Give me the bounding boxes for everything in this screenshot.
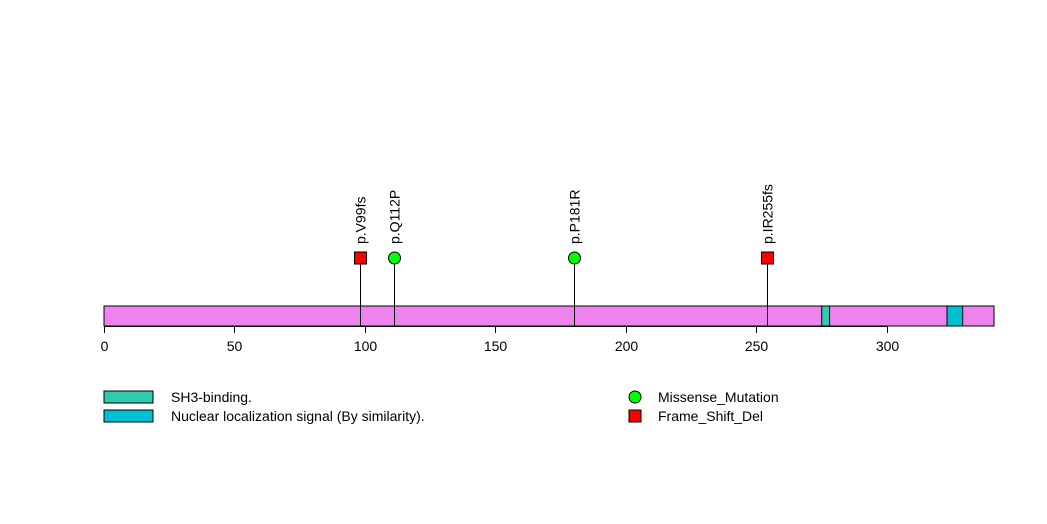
- x-tick-label-5: 250: [745, 338, 769, 354]
- protein-backbone: [103, 305, 995, 327]
- x-axis: 0 50 100 150 200 250 300: [101, 326, 900, 354]
- protein-domains: [821, 305, 964, 327]
- mutation-label-2: p.P181R: [567, 190, 583, 244]
- type-legend-square-1: [628, 409, 642, 423]
- type-legend-label-0: Missense_Mutation: [658, 389, 779, 405]
- domain-legend-label-1: Nuclear localization signal (By similari…: [171, 408, 425, 424]
- domain-block-1: [946, 305, 964, 327]
- mutation-type-legend: Missense_Mutation Frame_Shift_Del: [628, 389, 779, 424]
- x-tick-label-3: 150: [484, 338, 508, 354]
- x-tick-label-4: 200: [615, 338, 639, 354]
- x-tick-label-1: 50: [227, 338, 243, 354]
- mutation-markers: [354, 251, 774, 265]
- domain-block-0: [821, 305, 831, 327]
- mutation-stems-over-backbone: [360, 258, 768, 326]
- mutation-label-3: p.IR255fs: [760, 184, 776, 244]
- domain-legend: SH3-binding. Nuclear localization signal …: [103, 389, 425, 424]
- domain-legend-swatch-1: [103, 409, 154, 423]
- x-tick-label-6: 300: [876, 338, 900, 354]
- domain-legend-swatch-0: [103, 390, 154, 404]
- mutation-label-1: p.Q112P: [387, 190, 403, 244]
- x-tick-label-0: 0: [101, 338, 109, 354]
- type-legend-label-1: Frame_Shift_Del: [658, 408, 763, 424]
- mutation-labels: p.V99fs p.Q112P p.P181R p.IR255fs: [353, 184, 776, 244]
- missense-marker-2: [568, 251, 581, 265]
- missense-marker-1: [388, 251, 401, 265]
- type-legend-circle-0: [628, 390, 642, 404]
- mutation-label-0: p.V99fs: [353, 197, 369, 244]
- x-tick-label-2: 100: [354, 338, 378, 354]
- frameshift-marker-3: [761, 251, 774, 265]
- domain-legend-label-0: SH3-binding.: [171, 389, 252, 405]
- frameshift-marker-0: [354, 251, 367, 265]
